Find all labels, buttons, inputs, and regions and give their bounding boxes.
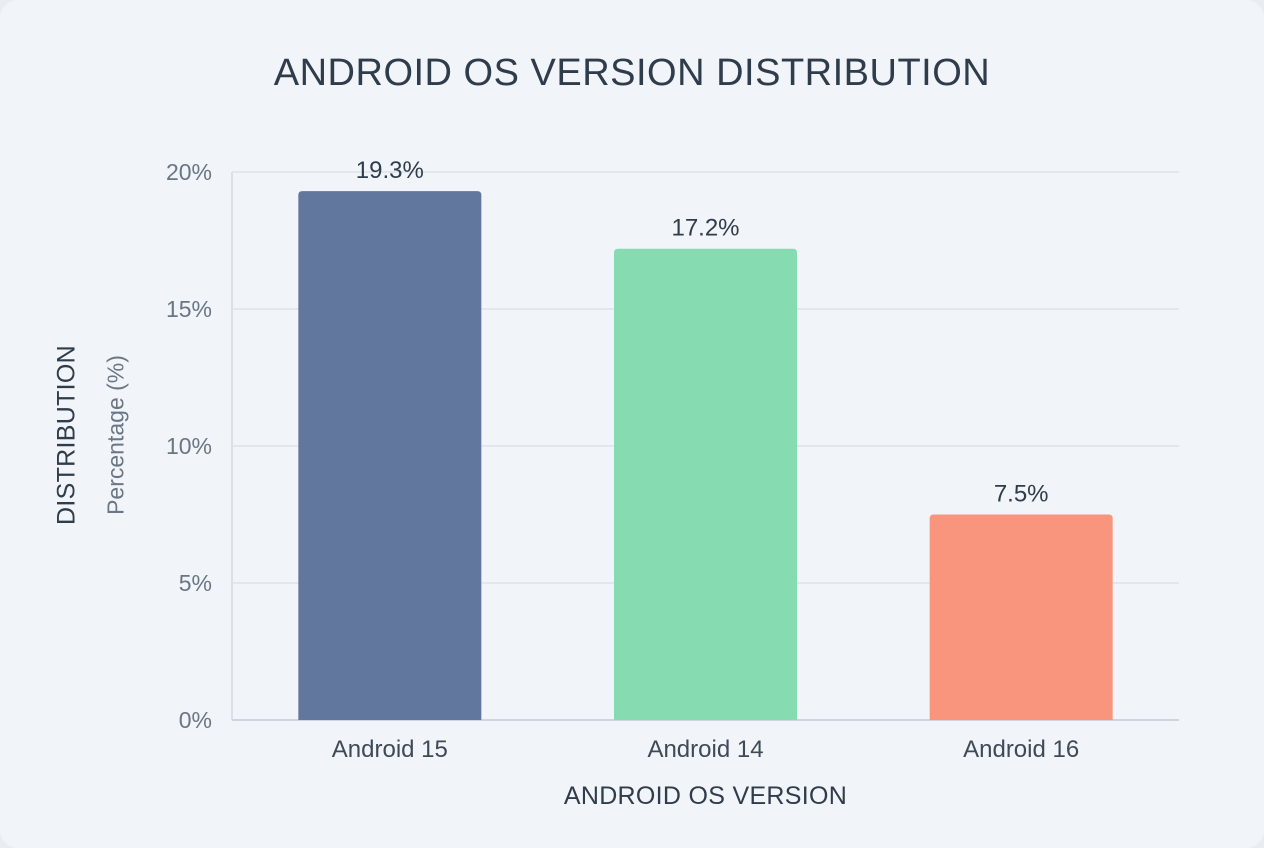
x-tick-label: Android 14	[647, 736, 763, 763]
x-tick-label: Android 15	[332, 736, 448, 763]
chart-title: ANDROID OS VERSION DISTRIBUTION	[273, 52, 991, 94]
y-tick-label: 0%	[179, 707, 212, 733]
bar-value-label: 19.3%	[356, 157, 424, 184]
y-tick-label: 5%	[179, 570, 212, 596]
y-tick-label: 15%	[166, 296, 212, 322]
y-tick-label: 20%	[166, 159, 212, 185]
x-tick-label: Android 16	[963, 736, 1079, 763]
x-axis-title: ANDROID OS VERSION	[563, 782, 848, 810]
bar	[614, 248, 797, 720]
bar	[929, 514, 1113, 720]
bar-value-label: 7.5%	[994, 481, 1049, 508]
bar-value-label: 17.2%	[671, 215, 739, 242]
y-tick-label: 10%	[166, 433, 212, 459]
bar	[298, 191, 482, 720]
